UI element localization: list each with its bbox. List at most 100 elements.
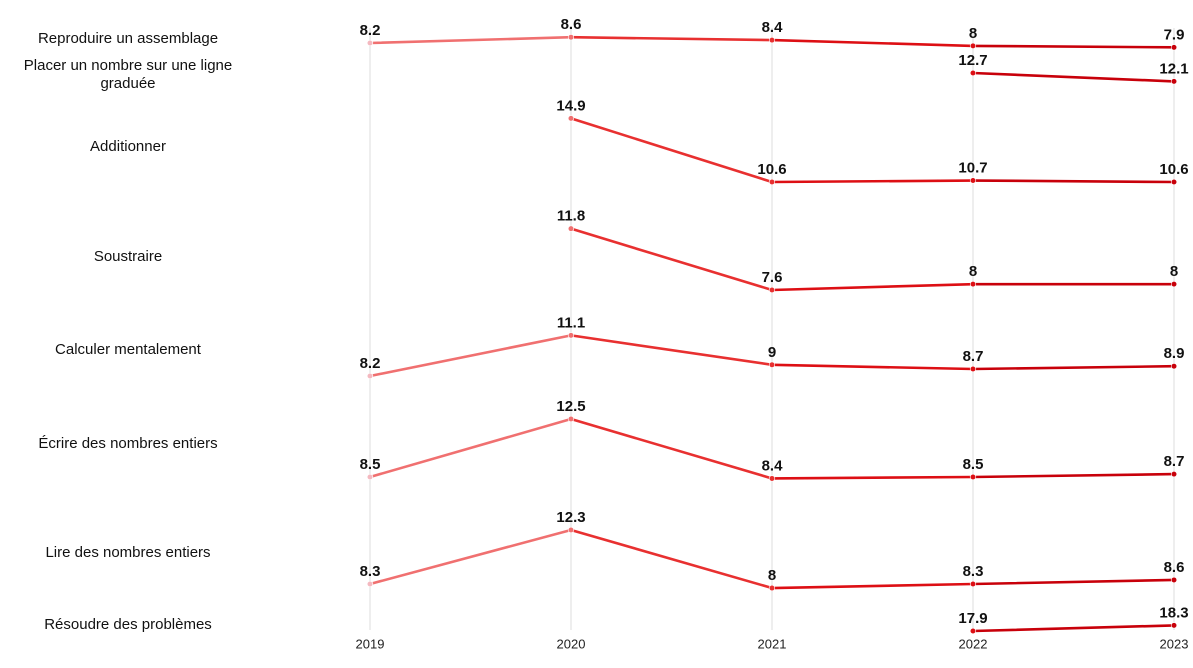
row-labels: Reproduire un assemblage Placer un nombre… [24, 30, 232, 633]
point-calculer-mentalement-2022 [969, 365, 977, 373]
data-labels: 8.2 8.6 8.4 8 7.9 12.7 12.1 14.9 10.6 10.7 10.6 11.… [360, 16, 1189, 627]
row-label-soustraire: Soustraire [94, 248, 162, 265]
point-lire-des-nombres-entiers-2022 [969, 580, 977, 588]
x-tick-2021: 2021 [758, 637, 787, 652]
point-calculer-mentalement-2020 [567, 332, 575, 339]
value-label-additionner-2020: 14.9 [556, 97, 585, 114]
row-label-calculer-mentalement: Calculer mentalement [55, 341, 202, 358]
segment-calculer-mentalement-2019-2020 [368, 334, 573, 378]
point-additionner-2022 [969, 177, 977, 184]
vertical-gridlines [369, 28, 1175, 630]
point-lire-des-nombres-entiers-2019 [366, 580, 374, 588]
point-lire-des-nombres-entiers-2023 [1170, 576, 1178, 584]
point-soustraire-2022 [969, 281, 977, 288]
point-additionner-2021 [768, 178, 776, 186]
point-soustraire-2021 [768, 286, 776, 294]
value-label-ecrire-des-nombres-entiers-2019: 8.5 [360, 456, 381, 473]
point-ecrire-des-nombres-entiers-2020 [567, 415, 575, 423]
value-label-placer-un-nombre-sur-une-ligne-graduee-2023: 12.1 [1159, 60, 1188, 77]
value-label-calculer-mentalement-2022: 8.7 [963, 348, 984, 365]
segment-additionner-2022-2023 [971, 179, 1176, 184]
value-label-lire-des-nombres-entiers-2019: 8.3 [360, 563, 381, 580]
point-additionner-2020 [567, 115, 575, 122]
value-label-ecrire-des-nombres-entiers-2022: 8.5 [963, 456, 984, 473]
segment-resoudre-des-problemes-2022-2023 [971, 624, 1176, 633]
value-label-ecrire-des-nombres-entiers-2023: 8.7 [1164, 453, 1185, 470]
value-label-reproduire-un-assemblage-2023: 7.9 [1164, 26, 1185, 43]
segment-ecrire-des-nombres-entiers-2019-2020 [368, 417, 573, 479]
value-label-reproduire-un-assemblage-2020: 8.6 [561, 16, 582, 33]
segment-ecrire-des-nombres-entiers-2022-2023 [971, 472, 1176, 479]
value-label-ecrire-des-nombres-entiers-2020: 12.5 [556, 398, 585, 415]
point-ecrire-des-nombres-entiers-2022 [969, 473, 977, 481]
point-lire-des-nombres-entiers-2020 [567, 526, 575, 534]
x-axis-tick-labels: 2019 2020 2021 2022 2023 [356, 637, 1189, 652]
segment-soustraire-2021-2022 [770, 282, 975, 292]
row-label-placer-un-nombre-sur-une-ligne-graduee: Placer un nombre sur une ligne graduée [24, 57, 232, 92]
value-label-additionner-2023: 10.6 [1159, 161, 1188, 178]
value-label-placer-un-nombre-sur-une-ligne-graduee-2022: 12.7 [958, 52, 987, 69]
value-label-resoudre-des-problemes-2023: 18.3 [1159, 604, 1188, 621]
value-label-calculer-mentalement-2021: 9 [768, 344, 776, 361]
point-reproduire-un-assemblage-2022 [969, 42, 977, 50]
point-placer-un-nombre-sur-une-ligne-graduee-2022 [969, 69, 977, 77]
value-label-lire-des-nombres-entiers-2020: 12.3 [556, 509, 585, 526]
segment-reproduire-un-assemblage-2020-2021 [569, 35, 774, 42]
value-label-lire-des-nombres-entiers-2021: 8 [768, 567, 776, 584]
segment-additionner-2021-2022 [770, 179, 975, 184]
point-additionner-2023 [1170, 178, 1178, 186]
point-calculer-mentalement-2023 [1170, 363, 1178, 370]
row-label-reproduire-un-assemblage: Reproduire un assemblage [38, 30, 218, 47]
value-label-lire-des-nombres-entiers-2023: 8.6 [1164, 559, 1185, 576]
value-label-reproduire-un-assemblage-2022: 8 [969, 25, 977, 42]
point-reproduire-un-assemblage-2020 [567, 34, 575, 41]
value-label-lire-des-nombres-entiers-2022: 8.3 [963, 563, 984, 580]
value-label-reproduire-un-assemblage-2019: 8.2 [360, 22, 381, 39]
value-label-soustraire-2020: 11.8 [557, 208, 585, 225]
series-lines [368, 35, 1176, 633]
x-tick-2023: 2023 [1160, 637, 1189, 652]
x-tick-2022: 2022 [959, 637, 988, 652]
value-label-additionner-2022: 10.7 [958, 160, 987, 177]
segment-ecrire-des-nombres-entiers-2020-2021 [569, 417, 774, 480]
point-resoudre-des-problemes-2023 [1170, 622, 1178, 629]
row-label-ecrire-des-nombres-entiers: Écrire des nombres entiers [38, 435, 217, 452]
point-ecrire-des-nombres-entiers-2019 [366, 473, 374, 481]
point-calculer-mentalement-2019 [366, 372, 374, 380]
value-label-additionner-2021: 10.6 [757, 161, 786, 178]
segment-soustraire-2020-2021 [569, 227, 774, 292]
point-resoudre-des-problemes-2022 [969, 627, 977, 635]
point-ecrire-des-nombres-entiers-2023 [1170, 471, 1178, 478]
segment-placer-un-nombre-sur-une-ligne-graduee-2022-2023 [971, 71, 1176, 83]
point-soustraire-2023 [1170, 281, 1178, 288]
segment-calculer-mentalement-2021-2022 [770, 363, 975, 371]
point-reproduire-un-assemblage-2019 [366, 39, 374, 47]
segment-calculer-mentalement-2022-2023 [971, 364, 1176, 371]
value-label-resoudre-des-problemes-2022: 17.9 [958, 610, 987, 627]
value-label-soustraire-2023: 8 [1170, 263, 1178, 280]
point-calculer-mentalement-2021 [768, 361, 776, 368]
point-ecrire-des-nombres-entiers-2021 [768, 475, 776, 482]
x-tick-2020: 2020 [557, 637, 586, 652]
value-label-calculer-mentalement-2020: 11.1 [557, 314, 585, 331]
row-label-additionner: Additionner [90, 138, 166, 155]
row-label-resoudre-des-problemes: Résoudre des problèmes [44, 616, 212, 633]
value-label-calculer-mentalement-2019: 8.2 [360, 355, 381, 372]
segment-lire-des-nombres-entiers-2020-2021 [569, 528, 774, 590]
x-tick-2019: 2019 [356, 637, 385, 652]
segment-reproduire-un-assemblage-2022-2023 [971, 44, 1176, 49]
segment-calculer-mentalement-2020-2021 [569, 334, 774, 367]
segment-additionner-2020-2021 [569, 117, 774, 184]
value-label-calculer-mentalement-2023: 8.9 [1164, 345, 1185, 362]
series-points [366, 34, 1178, 635]
point-placer-un-nombre-sur-une-ligne-graduee-2023 [1170, 78, 1178, 85]
segment-ecrire-des-nombres-entiers-2021-2022 [770, 475, 975, 480]
point-reproduire-un-assemblage-2023 [1170, 44, 1178, 51]
segment-reproduire-un-assemblage-2019-2020 [368, 35, 573, 45]
segment-reproduire-un-assemblage-2021-2022 [770, 38, 975, 48]
segment-lire-des-nombres-entiers-2022-2023 [971, 578, 1176, 586]
value-label-ecrire-des-nombres-entiers-2021: 8.4 [762, 457, 784, 474]
point-lire-des-nombres-entiers-2021 [768, 584, 776, 592]
segment-lire-des-nombres-entiers-2019-2020 [368, 528, 573, 586]
